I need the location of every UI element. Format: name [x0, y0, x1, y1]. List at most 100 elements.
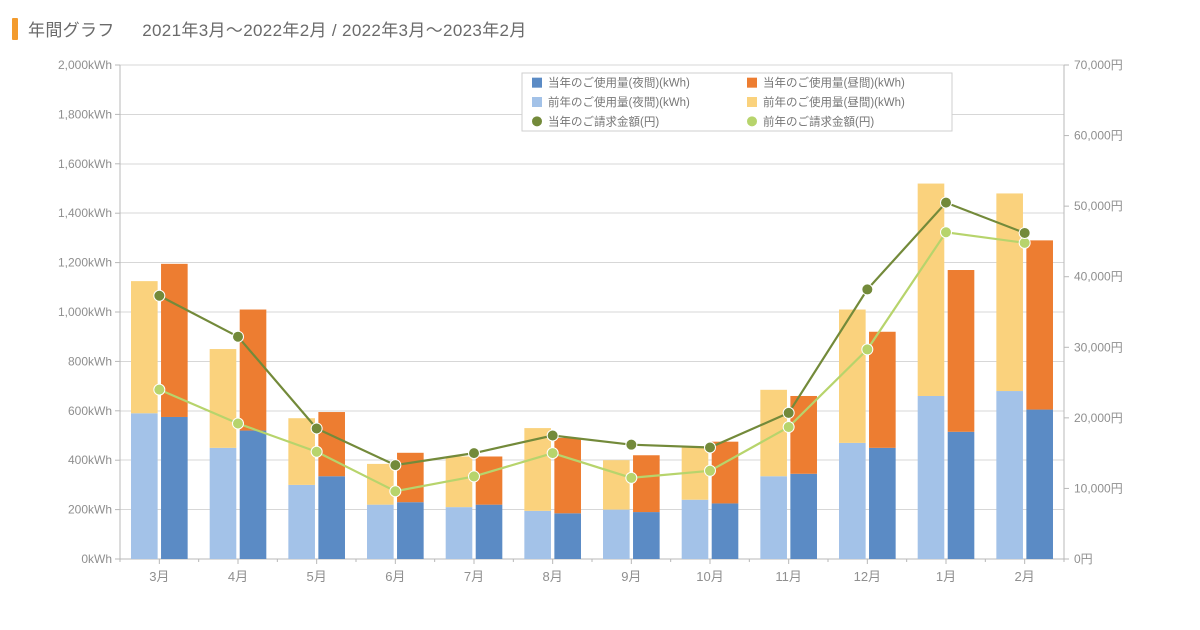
bar-segment	[682, 500, 709, 559]
line-marker	[862, 284, 873, 295]
bar-segment	[760, 476, 787, 559]
line-marker	[233, 418, 244, 429]
legend-swatch	[747, 97, 757, 107]
chart-title: 年間グラフ 2021年3月～2022年2月 / 2022年3月～2023年2月	[28, 16, 527, 41]
line-marker	[783, 407, 794, 418]
bar-segment	[633, 455, 660, 512]
bar-segment	[948, 270, 975, 432]
bar-segment	[210, 448, 237, 559]
line-marker	[626, 472, 637, 483]
x-tick-label: 8月	[543, 569, 563, 584]
bar-segment	[524, 511, 551, 559]
y-right-tick-label: 50,000円	[1074, 199, 1123, 213]
page-root: 年間グラフ 2021年3月～2022年2月 / 2022年3月～2023年2月 …	[0, 0, 1200, 630]
y-right-tick-label: 30,000円	[1074, 340, 1123, 354]
bar-segment	[996, 391, 1023, 559]
bar-segment	[131, 413, 158, 559]
bar-segment	[397, 453, 424, 502]
line-marker	[783, 422, 794, 433]
bar-segment	[1026, 240, 1053, 409]
bar-segment	[554, 513, 581, 559]
chart-title-label: 年間グラフ	[28, 21, 115, 40]
y-right-tick-label: 40,000円	[1074, 270, 1123, 284]
bar-segment	[603, 460, 630, 509]
x-tick-label: 7月	[464, 569, 484, 584]
y-left-tick-label: 1,400kWh	[58, 206, 112, 220]
y-left-tick-label: 800kWh	[68, 354, 112, 368]
y-left-tick-label: 2,000kWh	[58, 58, 112, 72]
bar-segment	[790, 474, 817, 559]
legend-dot	[747, 116, 757, 126]
bar-segment	[633, 512, 660, 559]
line-marker	[469, 448, 480, 459]
bar-segment	[760, 390, 787, 476]
legend-label: 当年のご使用量(昼間)(kWh)	[763, 76, 905, 90]
y-left-tick-label: 0kWh	[81, 552, 112, 566]
line-marker	[705, 442, 716, 453]
y-left-tick-label: 1,600kWh	[58, 157, 112, 171]
x-tick-label: 2月	[1015, 569, 1035, 584]
line-marker	[154, 290, 165, 301]
bar-segment	[476, 456, 503, 504]
bar-segment	[131, 281, 158, 413]
y-left-tick-label: 600kWh	[68, 404, 112, 418]
line-marker	[311, 423, 322, 434]
legend-dot	[532, 116, 542, 126]
bar-segment	[948, 432, 975, 559]
legend-label: 前年のご使用量(昼間)(kWh)	[763, 95, 905, 109]
bar-segment	[240, 431, 267, 559]
y-right-tick-label: 60,000円	[1074, 129, 1123, 143]
bar-segment	[161, 264, 188, 417]
bar-segment	[367, 505, 394, 559]
annual-usage-chart: 0kWh200kWh400kWh600kWh800kWh1,000kWh1,20…	[12, 47, 1172, 607]
line-marker	[1019, 227, 1030, 238]
y-right-tick-label: 20,000円	[1074, 411, 1123, 425]
bar-segment	[839, 443, 866, 559]
bar-segment	[240, 310, 267, 431]
x-tick-label: 12月	[854, 569, 881, 584]
y-left-tick-label: 1,800kWh	[58, 107, 112, 121]
bar-segment	[918, 184, 945, 396]
bar-segment	[318, 412, 345, 476]
x-tick-label: 11月	[775, 569, 802, 584]
bar-segment	[790, 396, 817, 474]
line-marker	[469, 471, 480, 482]
bar-segment	[397, 502, 424, 559]
line-marker	[862, 344, 873, 355]
y-left-tick-label: 1,200kWh	[58, 256, 112, 270]
line-marker	[233, 331, 244, 342]
legend-swatch	[532, 78, 542, 88]
bar-segment	[603, 510, 630, 559]
x-tick-label: 3月	[149, 569, 169, 584]
bar-segment	[161, 417, 188, 559]
bar-segment	[446, 507, 473, 559]
x-tick-label: 9月	[621, 569, 641, 584]
line-marker	[705, 465, 716, 476]
x-tick-label: 6月	[385, 569, 405, 584]
legend-swatch	[747, 78, 757, 88]
x-tick-label: 5月	[307, 569, 327, 584]
y-right-tick-label: 10,000円	[1074, 481, 1123, 495]
line-marker	[311, 446, 322, 457]
legend-label: 当年のご使用量(夜間)(kWh)	[548, 76, 690, 90]
line-marker	[390, 486, 401, 497]
line-marker	[1019, 237, 1030, 248]
line-marker	[154, 384, 165, 395]
y-left-tick-label: 1,000kWh	[58, 305, 112, 319]
chart-title-range: 2021年3月～2022年2月 / 2022年3月～2023年2月	[142, 21, 526, 40]
y-right-tick-label: 0円	[1074, 552, 1093, 566]
line-marker	[626, 439, 637, 450]
chart-title-sep	[120, 21, 137, 40]
bar-segment	[318, 476, 345, 559]
bar-segment	[918, 396, 945, 559]
line-marker	[941, 197, 952, 208]
x-tick-label: 10月	[696, 569, 723, 584]
y-left-tick-label: 200kWh	[68, 503, 112, 517]
legend-label: 当年のご請求金額(円)	[548, 114, 659, 128]
x-tick-label: 4月	[228, 569, 248, 584]
legend-swatch	[532, 97, 542, 107]
bar-segment	[712, 503, 739, 559]
bar-segment	[210, 349, 237, 448]
chart-title-row: 年間グラフ 2021年3月～2022年2月 / 2022年3月～2023年2月	[12, 16, 1180, 41]
line-marker	[941, 227, 952, 238]
